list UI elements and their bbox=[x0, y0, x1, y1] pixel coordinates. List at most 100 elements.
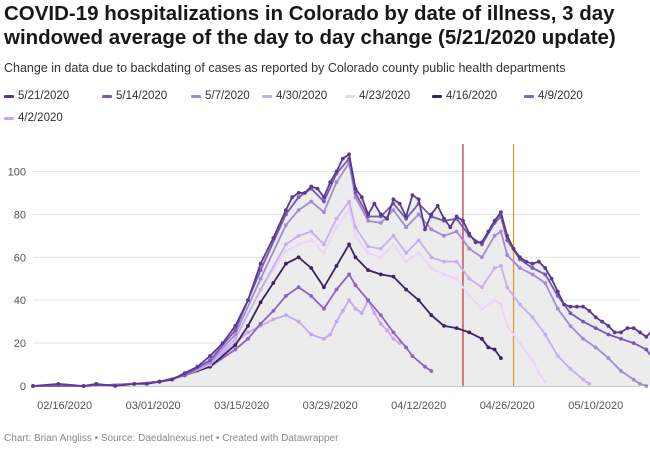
data-point bbox=[480, 240, 484, 245]
data-point bbox=[246, 330, 250, 335]
data-point bbox=[385, 328, 389, 333]
data-point bbox=[416, 212, 421, 217]
data-point bbox=[480, 255, 484, 260]
data-point bbox=[296, 242, 301, 247]
data-point bbox=[587, 309, 592, 313]
y-tick-label: 80 bbox=[14, 209, 26, 221]
data-point bbox=[258, 300, 263, 305]
data-point bbox=[309, 229, 314, 234]
data-point bbox=[454, 229, 459, 234]
data-point bbox=[429, 266, 434, 270]
data-point bbox=[334, 264, 339, 268]
data-point bbox=[334, 319, 339, 324]
data-point bbox=[631, 377, 636, 382]
data-point bbox=[454, 276, 459, 281]
data-point bbox=[182, 371, 187, 375]
data-point bbox=[258, 276, 263, 281]
data-point bbox=[423, 227, 427, 232]
chart-credits: Chart: Brian Angliss • Source: Daedalnex… bbox=[4, 433, 339, 444]
data-point bbox=[233, 347, 238, 352]
data-point bbox=[536, 371, 541, 375]
legend-swatch bbox=[432, 94, 442, 98]
data-point bbox=[593, 315, 598, 320]
data-point bbox=[606, 356, 611, 360]
data-point bbox=[113, 384, 118, 388]
data-point bbox=[258, 321, 263, 326]
data-point bbox=[372, 311, 377, 315]
data-point bbox=[271, 281, 276, 285]
data-point bbox=[480, 306, 484, 311]
data-point bbox=[524, 259, 529, 264]
data-point bbox=[619, 336, 623, 341]
data-point bbox=[378, 255, 383, 260]
y-tick-label: 60 bbox=[14, 252, 26, 264]
legend-swatch bbox=[191, 94, 201, 98]
data-point bbox=[644, 347, 649, 352]
data-point bbox=[461, 218, 465, 223]
data-point bbox=[347, 242, 351, 247]
data-point bbox=[391, 197, 396, 202]
x-tick-label: 03/29/2020 bbox=[303, 400, 358, 412]
data-point bbox=[429, 255, 434, 260]
data-point bbox=[454, 259, 459, 264]
data-point bbox=[366, 268, 370, 272]
data-point bbox=[296, 319, 301, 324]
data-point bbox=[404, 214, 408, 219]
data-point bbox=[353, 306, 358, 311]
data-point bbox=[435, 203, 440, 208]
data-point bbox=[284, 208, 288, 213]
data-point bbox=[518, 255, 522, 260]
data-point bbox=[593, 326, 598, 330]
data-point bbox=[132, 382, 137, 386]
data-point bbox=[581, 319, 585, 324]
data-point bbox=[612, 330, 617, 335]
legend-label: 5/14/2020 bbox=[116, 90, 168, 102]
data-point bbox=[555, 306, 560, 311]
data-point bbox=[81, 384, 86, 388]
data-point bbox=[246, 298, 250, 303]
y-tick-label: 100 bbox=[8, 166, 26, 178]
data-point bbox=[347, 272, 351, 277]
data-point bbox=[296, 285, 301, 290]
data-point bbox=[454, 214, 459, 219]
data-point bbox=[353, 225, 358, 230]
y-tick-label: 0 bbox=[20, 381, 26, 393]
data-point bbox=[568, 311, 573, 315]
data-point bbox=[543, 332, 548, 337]
legend-item: 4/23/2020 bbox=[345, 90, 410, 102]
data-point bbox=[442, 216, 446, 221]
legend-label: 4/16/2020 bbox=[446, 90, 498, 102]
y-tick-label: 20 bbox=[14, 338, 26, 350]
data-point bbox=[284, 248, 288, 253]
data-point bbox=[296, 208, 301, 213]
data-point bbox=[378, 212, 383, 217]
series-line bbox=[33, 243, 502, 387]
data-point bbox=[499, 302, 503, 307]
data-point bbox=[284, 242, 288, 247]
legend-label: 5/7/2020 bbox=[205, 90, 250, 102]
legend-swatch bbox=[102, 94, 112, 98]
data-point bbox=[334, 287, 339, 292]
data-point bbox=[486, 345, 491, 350]
data-point bbox=[246, 336, 250, 341]
data-point bbox=[505, 253, 510, 257]
data-point bbox=[372, 201, 377, 206]
data-point bbox=[391, 208, 396, 213]
data-point bbox=[157, 379, 162, 384]
data-point bbox=[233, 336, 238, 341]
data-point bbox=[246, 324, 250, 328]
data-point bbox=[309, 266, 314, 270]
data-point bbox=[568, 366, 573, 371]
data-point bbox=[284, 261, 288, 266]
data-point bbox=[492, 298, 497, 303]
legend-item: 5/14/2020 bbox=[102, 90, 167, 102]
series-line bbox=[33, 162, 647, 387]
data-point bbox=[359, 311, 364, 315]
data-point bbox=[530, 315, 535, 320]
x-tick-label: 05/10/2020 bbox=[568, 400, 623, 412]
data-point bbox=[378, 221, 383, 225]
data-point bbox=[492, 266, 497, 270]
data-point bbox=[518, 302, 522, 307]
data-point bbox=[322, 210, 326, 215]
